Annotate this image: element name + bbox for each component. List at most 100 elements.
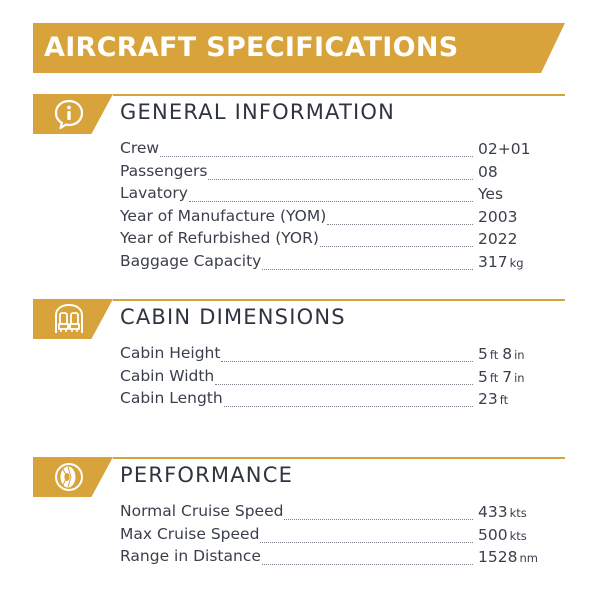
spec-row-lavatory: Lavatory Yes <box>120 182 565 205</box>
spec-label-group: Cabin Width <box>120 365 473 385</box>
value-number: 02+01 <box>478 140 531 158</box>
spec-label-group: Passengers <box>120 160 473 180</box>
spec-label: Lavatory <box>120 184 188 203</box>
value-number: 23 <box>478 390 498 409</box>
spec-label: Cabin Width <box>120 366 215 385</box>
spec-value: 5 ft 8 in <box>478 345 525 364</box>
spec-label: Year of Manufacture (YOM) <box>120 206 327 225</box>
value-unit: ft <box>499 393 509 408</box>
spec-row-year-of-refurbished: Year of Refurbished (YOR) 2022 <box>120 227 565 250</box>
spec-row-passengers: Passengers 08 <box>120 160 565 183</box>
value-unit: in <box>514 370 525 385</box>
spec-label-group: Range in Distance <box>120 545 473 566</box>
info-speech-bubble-icon <box>54 99 84 130</box>
spec-value: 23 ft <box>478 390 508 409</box>
title-banner: AIRCRAFT SPECIFICATIONS <box>33 23 565 73</box>
value-number: 5 <box>478 367 488 386</box>
spec-label-group: Baggage Capacity <box>120 250 473 270</box>
section-rule <box>113 457 565 459</box>
spec-label: Baggage Capacity <box>120 251 262 270</box>
value-unit: ft <box>489 348 499 362</box>
dot-leader <box>327 211 473 225</box>
section-title: PERFORMANCE <box>120 463 294 487</box>
spec-label-group: Crew <box>120 137 473 157</box>
spec-value: 433 kts <box>478 503 527 522</box>
value-number: Yes <box>478 185 504 204</box>
value-number: 2003 <box>478 207 518 226</box>
spec-value: 02+01 <box>478 140 530 158</box>
spec-label-group: Year of Manufacture (YOM) <box>120 205 473 225</box>
spec-label: Range in Distance <box>120 547 261 566</box>
spec-label-group: Max Cruise Speed <box>120 523 473 543</box>
dot-leader <box>223 393 473 408</box>
value-number: 433 <box>478 503 508 521</box>
spec-label: Crew <box>120 139 160 157</box>
value-unit: in <box>514 348 525 362</box>
spec-row-cabin-height: Cabin Height 5 ft 8 in <box>120 342 565 365</box>
value-unit: kts <box>509 506 527 520</box>
section-rule <box>113 94 565 96</box>
dot-leader <box>160 143 473 157</box>
spec-label: Passengers <box>120 161 208 180</box>
section-performance: PERFORMANCE Normal Cruise Speed 433 kts M… <box>33 457 565 577</box>
spec-label: Year of Refurbished (YOR) <box>120 229 319 248</box>
spec-value: 08 <box>478 163 498 181</box>
spec-list: Crew 02+01 Passengers 08 Lavatory Yes <box>120 137 565 273</box>
spec-row-cabin-width: Cabin Width 5 ft 7 in <box>120 365 565 388</box>
spec-label-group: Normal Cruise Speed <box>120 500 473 520</box>
spec-value: 2022 <box>478 230 517 248</box>
dot-leader <box>261 551 473 566</box>
value-number: 7 <box>502 367 513 386</box>
spec-label-group: Cabin Length <box>120 387 473 408</box>
value-number: 2022 <box>478 230 518 249</box>
spec-value: Yes <box>478 185 503 203</box>
spec-label: Cabin Length <box>120 389 223 408</box>
spec-list: Normal Cruise Speed 433 kts Max Cruise Sp… <box>120 500 565 568</box>
spec-value: 2003 <box>478 208 517 226</box>
section-cabin-dimensions: CABIN DIMENSIONS Cabin Height 5 ft 8 in Cab… <box>33 299 565 419</box>
spec-value: 500 kts <box>478 526 527 545</box>
value-number: 317 <box>478 252 508 271</box>
spec-label: Normal Cruise Speed <box>120 502 284 520</box>
dot-leader <box>221 348 473 362</box>
value-number: 1528 <box>478 548 518 567</box>
spec-row-cabin-length: Cabin Length 23 ft <box>120 387 565 410</box>
spec-row-normal-cruise-speed: Normal Cruise Speed 433 kts <box>120 500 565 523</box>
dot-leader <box>262 256 473 270</box>
spec-row-max-cruise-speed: Max Cruise Speed 500 kts <box>120 523 565 546</box>
section-title: CABIN DIMENSIONS <box>120 305 346 329</box>
page-title: AIRCRAFT SPECIFICATIONS <box>44 32 459 63</box>
section-general-information: GENERAL INFORMATION Crew 02+01 Passenger… <box>33 94 565 274</box>
spec-row-range-in-distance: Range in Distance 1528 nm <box>120 545 565 568</box>
cabin-seats-icon <box>55 303 83 333</box>
value-unit: nm <box>519 551 538 566</box>
spec-row-crew: Crew 02+01 <box>120 137 565 160</box>
spec-value: 1528 nm <box>478 548 538 567</box>
section-rule <box>113 299 565 301</box>
dot-leader <box>188 188 473 203</box>
dot-leader <box>208 166 473 180</box>
spec-label: Max Cruise Speed <box>120 524 260 543</box>
jet-engine-icon <box>55 463 83 491</box>
spec-label-group: Cabin Height <box>120 342 473 362</box>
dot-leader <box>215 371 473 385</box>
spec-row-baggage-capacity: Baggage Capacity 317 kg <box>120 250 565 273</box>
value-number: 8 <box>502 345 513 363</box>
dot-leader <box>284 506 473 520</box>
spec-label-group: Year of Refurbished (YOR) <box>120 227 473 248</box>
value-unit: kg <box>509 255 524 270</box>
value-unit: ft <box>489 370 499 385</box>
spec-value: 317 kg <box>478 253 524 272</box>
spec-value: 5 ft 7 in <box>478 368 525 387</box>
section-title: GENERAL INFORMATION <box>120 100 396 124</box>
spec-label: Cabin Height <box>120 344 221 362</box>
value-unit: kts <box>509 528 527 543</box>
value-number: 500 <box>478 525 508 544</box>
spec-list: Cabin Height 5 ft 8 in Cabin Width 5 ft 7 in C… <box>120 342 565 410</box>
value-number: 08 <box>478 162 498 181</box>
dot-leader <box>319 233 473 248</box>
value-number: 5 <box>478 345 488 363</box>
spec-label-group: Lavatory <box>120 182 473 203</box>
dot-leader <box>260 529 473 543</box>
spec-row-year-of-manufacture: Year of Manufacture (YOM) 2003 <box>120 205 565 228</box>
